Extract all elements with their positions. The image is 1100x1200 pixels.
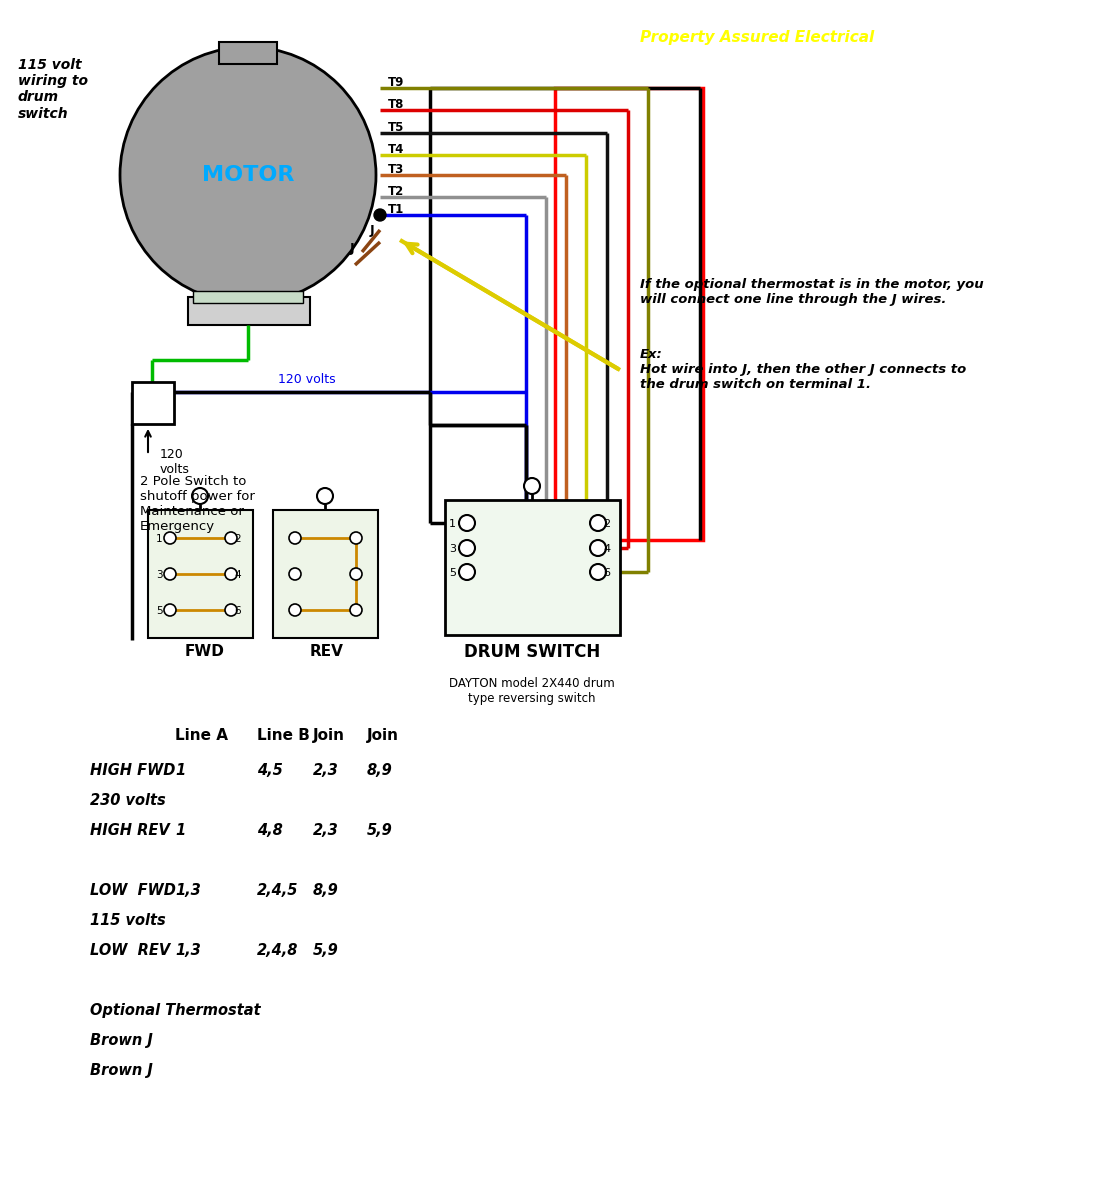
Text: 8,9: 8,9 bbox=[367, 763, 393, 778]
Text: 1: 1 bbox=[156, 534, 163, 544]
Bar bbox=[273, 510, 378, 638]
Text: Brown J: Brown J bbox=[90, 1063, 153, 1078]
Text: Ex:
Hot wire into J, then the other J connects to
the drum switch on terminal 1.: Ex: Hot wire into J, then the other J co… bbox=[640, 348, 966, 391]
Text: Optional Thermostat: Optional Thermostat bbox=[90, 1003, 261, 1018]
Text: 4,8: 4,8 bbox=[257, 823, 283, 838]
Circle shape bbox=[226, 532, 236, 544]
Text: T3: T3 bbox=[388, 163, 405, 176]
Circle shape bbox=[350, 604, 362, 616]
Circle shape bbox=[164, 604, 176, 616]
Circle shape bbox=[226, 604, 236, 616]
Text: Property Assured Electrical: Property Assured Electrical bbox=[640, 30, 874, 44]
Circle shape bbox=[374, 209, 386, 221]
Text: 120 volts: 120 volts bbox=[278, 373, 336, 386]
Text: 3: 3 bbox=[156, 570, 163, 580]
Text: 1: 1 bbox=[449, 518, 456, 529]
Text: 2,3: 2,3 bbox=[314, 763, 339, 778]
Text: J: J bbox=[370, 224, 375, 236]
Text: MOTOR: MOTOR bbox=[201, 164, 294, 185]
Text: 2,4,8: 2,4,8 bbox=[257, 943, 298, 958]
Circle shape bbox=[350, 568, 362, 580]
Text: 4,5: 4,5 bbox=[257, 763, 283, 778]
Circle shape bbox=[164, 568, 176, 580]
Text: 4: 4 bbox=[234, 570, 241, 580]
Circle shape bbox=[350, 532, 362, 544]
Bar bbox=[192, 290, 303, 302]
Bar bbox=[188, 296, 310, 325]
Circle shape bbox=[289, 568, 301, 580]
Circle shape bbox=[459, 515, 475, 530]
Text: DAYTON model 2X440 drum
type reversing switch: DAYTON model 2X440 drum type reversing s… bbox=[449, 677, 615, 704]
Text: FWD: FWD bbox=[185, 644, 224, 659]
Circle shape bbox=[524, 478, 540, 494]
Text: 3: 3 bbox=[449, 544, 456, 554]
Text: 6: 6 bbox=[603, 568, 611, 578]
Circle shape bbox=[192, 488, 208, 504]
Bar bbox=[219, 42, 277, 64]
Bar bbox=[148, 510, 253, 638]
Text: Line B: Line B bbox=[257, 728, 310, 743]
Circle shape bbox=[120, 47, 376, 302]
Text: 1,3: 1,3 bbox=[175, 943, 200, 958]
Circle shape bbox=[164, 532, 176, 544]
Text: 2,3: 2,3 bbox=[314, 823, 339, 838]
Text: T9: T9 bbox=[388, 76, 405, 89]
Circle shape bbox=[289, 532, 301, 544]
Text: 115 volt
wiring to
drum
switch: 115 volt wiring to drum switch bbox=[18, 58, 88, 120]
Text: T2: T2 bbox=[388, 185, 405, 198]
Circle shape bbox=[459, 540, 475, 556]
Bar bbox=[446, 500, 620, 635]
Text: LOW  REV: LOW REV bbox=[90, 943, 170, 958]
Text: 1,3: 1,3 bbox=[175, 883, 200, 898]
Text: 2: 2 bbox=[603, 518, 611, 529]
Text: T8: T8 bbox=[388, 98, 405, 110]
Text: 230 volts: 230 volts bbox=[90, 793, 166, 808]
Text: REV: REV bbox=[310, 644, 344, 659]
Text: 6: 6 bbox=[234, 606, 241, 616]
Text: DRUM SWITCH: DRUM SWITCH bbox=[464, 643, 601, 661]
Bar bbox=[556, 88, 703, 540]
Circle shape bbox=[590, 564, 606, 580]
Text: 4: 4 bbox=[603, 544, 611, 554]
Text: 1: 1 bbox=[175, 823, 185, 838]
Circle shape bbox=[590, 540, 606, 556]
Text: 5: 5 bbox=[156, 606, 163, 616]
Text: 5: 5 bbox=[449, 568, 456, 578]
Text: 5,9: 5,9 bbox=[367, 823, 393, 838]
Text: LOW  FWD: LOW FWD bbox=[90, 883, 176, 898]
Text: If the optional thermostat is in the motor, you
will connect one line through th: If the optional thermostat is in the mot… bbox=[640, 278, 983, 306]
Text: 8,9: 8,9 bbox=[314, 883, 339, 898]
Text: J: J bbox=[350, 242, 354, 254]
Circle shape bbox=[226, 568, 236, 580]
Text: Join: Join bbox=[314, 728, 345, 743]
Circle shape bbox=[289, 604, 301, 616]
Circle shape bbox=[459, 564, 475, 580]
Bar bbox=[132, 382, 174, 424]
Circle shape bbox=[590, 515, 606, 530]
Text: 5,9: 5,9 bbox=[314, 943, 339, 958]
Circle shape bbox=[317, 488, 333, 504]
Text: 1: 1 bbox=[175, 763, 185, 778]
Text: Line A: Line A bbox=[175, 728, 228, 743]
Text: 2: 2 bbox=[234, 534, 241, 544]
Text: T1: T1 bbox=[388, 203, 405, 216]
Text: 120
volts: 120 volts bbox=[160, 448, 190, 476]
Text: HIGH REV: HIGH REV bbox=[90, 823, 169, 838]
Text: 2 Pole Switch to
shutoff power for
Maintenance or
Emergency: 2 Pole Switch to shutoff power for Maint… bbox=[140, 475, 255, 533]
Text: T4: T4 bbox=[388, 143, 405, 156]
Text: 2,4,5: 2,4,5 bbox=[257, 883, 298, 898]
Text: 115 volts: 115 volts bbox=[90, 913, 166, 928]
Text: Join: Join bbox=[367, 728, 399, 743]
Text: Brown J: Brown J bbox=[90, 1033, 153, 1048]
Text: HIGH FWD: HIGH FWD bbox=[90, 763, 175, 778]
Text: T5: T5 bbox=[388, 121, 405, 134]
